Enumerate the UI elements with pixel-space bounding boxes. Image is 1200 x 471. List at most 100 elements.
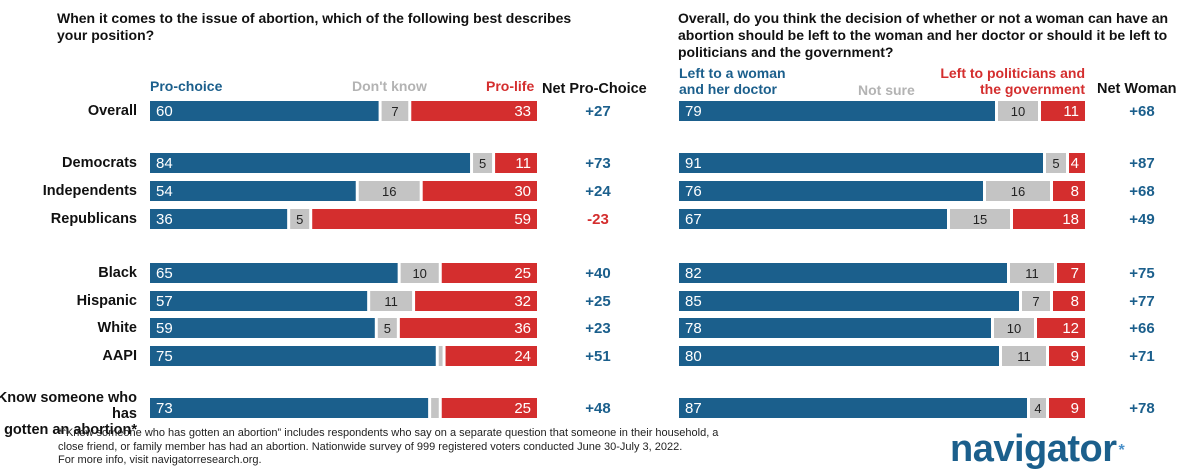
- net-woman-header: Net Woman: [1097, 81, 1177, 97]
- right-question: Overall, do you think the decision of wh…: [678, 10, 1169, 60]
- bar-neutral-p1-r1: [381, 101, 409, 121]
- bar-con-p2-r5: [1057, 263, 1085, 283]
- net-value-p2-r8: +71: [1129, 348, 1154, 365]
- label-pro-p2-r1: 79: [685, 103, 702, 120]
- label-neutral-p2-r7: 10: [1007, 321, 1021, 336]
- net-value-p1-r6: +25: [585, 293, 610, 310]
- bar-con-p1-r3: [422, 181, 537, 201]
- label-pro-p2-r3: 76: [685, 183, 702, 200]
- left-question: When it comes to the issue of abortion, …: [57, 10, 572, 43]
- label-neutral-p1-r5: 10: [412, 266, 426, 281]
- label-neutral-p2-r9: 4: [1034, 401, 1041, 416]
- bar-pro-p2-r1: [679, 101, 995, 121]
- label-pro-p2-r4: 67: [685, 211, 702, 228]
- label-pro-p2-r7: 78: [685, 320, 702, 337]
- bar-neutral-p1-r8: [438, 346, 443, 366]
- net-pro-choice-header: Net Pro-Choice: [542, 81, 647, 97]
- label-pro-p1-r4: 36: [156, 211, 173, 228]
- net-value-p2-r4: +49: [1129, 211, 1154, 228]
- bar-neutral-p2-r2: [1046, 153, 1066, 173]
- label-con-p1-r9: 25: [514, 400, 531, 417]
- net-value-p1-r5: +40: [585, 265, 610, 282]
- navigator-logo: navigator *: [950, 428, 1125, 471]
- row-label-democrats: Democrats: [62, 155, 137, 171]
- bar-pro-p2-r9: [679, 398, 1027, 418]
- net-value-p1-r3: +24: [585, 183, 611, 200]
- label-con-p2-r8: 9: [1071, 348, 1079, 365]
- bar-neutral-p1-r3: [358, 181, 420, 201]
- bar-con-p2-r2: [1069, 153, 1085, 173]
- legend-left-to-woman: Left to a woman and her doctor: [679, 65, 786, 97]
- label-pro-p1-r3: 54: [156, 183, 173, 200]
- bar-con-p2-r3: [1053, 181, 1085, 201]
- net-value-p2-r9: +78: [1129, 400, 1154, 417]
- navigator-logo-mark: *: [1118, 442, 1125, 459]
- bar-neutral-p1-r6: [370, 291, 413, 311]
- label-con-p2-r7: 12: [1062, 320, 1079, 337]
- bar-neutral-p1-r5: [400, 263, 439, 283]
- bar-neutral-p1-r2: [473, 153, 493, 173]
- bar-con-p1-r6: [415, 291, 537, 311]
- net-value-p2-r2: +87: [1129, 155, 1154, 172]
- net-value-p2-r3: +68: [1129, 183, 1154, 200]
- label-con-p1-r7: 36: [514, 320, 531, 337]
- bar-pro-p1-r1: [150, 101, 379, 121]
- bar-neutral-p2-r9: [1030, 398, 1046, 418]
- row-label-know-someone-line1: Know someone who has: [0, 390, 137, 422]
- bar-con-p1-r7: [399, 318, 537, 338]
- bar-neutral-p2-r4: [950, 209, 1010, 229]
- navigator-logo-text: navigator: [950, 428, 1117, 470]
- net-value-p2-r6: +77: [1129, 293, 1154, 310]
- bar-pro-p1-r2: [150, 153, 471, 173]
- legend-left-to-politicians: Left to politicians and the government: [900, 65, 1085, 97]
- label-neutral-p2-r4: 15: [973, 212, 987, 227]
- row-label-know-someone-line2: gotten an abortion*: [4, 422, 137, 438]
- net-value-p1-r9: +48: [585, 400, 610, 417]
- row-label-aapi: AAPI: [102, 348, 137, 364]
- label-con-p1-r3: 30: [514, 183, 531, 200]
- bar-pro-p2-r7: [679, 318, 991, 338]
- label-neutral-p2-r2: 5: [1052, 156, 1059, 171]
- label-pro-p1-r9: 73: [156, 400, 173, 417]
- label-pro-p1-r7: 59: [156, 320, 173, 337]
- label-pro-p2-r9: 87: [685, 400, 702, 417]
- label-pro-p2-r6: 85: [685, 293, 702, 310]
- label-pro-p2-r5: 82: [685, 265, 702, 282]
- bar-con-p1-r4: [312, 209, 537, 229]
- row-label-republicans: Republicans: [50, 211, 137, 227]
- bar-neutral-p2-r5: [1010, 263, 1054, 283]
- label-con-p2-r4: 18: [1062, 211, 1079, 228]
- label-neutral-p1-r6: 11: [384, 294, 398, 309]
- row-label-know-someone: Know someone who has gotten an abortion*: [0, 390, 137, 438]
- bar-con-p1-r9: [441, 398, 537, 418]
- row-label-independents: Independents: [42, 183, 137, 199]
- bar-pro-p2-r4: [679, 209, 947, 229]
- label-pro-p1-r8: 75: [156, 348, 173, 365]
- bar-neutral-p1-r7: [377, 318, 397, 338]
- net-value-p1-r1: +27: [585, 103, 610, 120]
- label-neutral-p2-r5: 11: [1025, 266, 1039, 281]
- bar-con-p2-r1: [1041, 101, 1085, 121]
- label-con-p1-r5: 25: [514, 265, 531, 282]
- legend-left-to-woman-line2: and her doctor: [679, 81, 778, 97]
- bar-con-p2-r4: [1013, 209, 1085, 229]
- bar-pro-p1-r6: [150, 291, 368, 311]
- label-neutral-p1-r2: 5: [479, 156, 486, 171]
- label-con-p1-r2: 11: [515, 155, 531, 172]
- label-con-p2-r6: 8: [1071, 293, 1079, 310]
- bar-neutral-p1-r4: [290, 209, 310, 229]
- row-label-overall: Overall: [87, 103, 137, 119]
- row-label-black: Black: [98, 265, 137, 281]
- footnote-line3: For more info, visit navigatorresearch.o…: [58, 454, 262, 466]
- net-value-p1-r4: -23: [587, 211, 609, 228]
- bar-neutral-p1-r9: [431, 398, 439, 418]
- bar-pro-p1-r8: [150, 346, 436, 366]
- bar-pro-p1-r7: [150, 318, 375, 338]
- legend-not-sure: Not sure: [858, 82, 915, 98]
- net-value-p1-r2: +73: [585, 155, 610, 172]
- bar-pro-p1-r4: [150, 209, 288, 229]
- label-con-p1-r6: 32: [514, 293, 531, 310]
- bar-pro-p2-r3: [679, 181, 983, 201]
- bar-con-p1-r8: [445, 346, 537, 366]
- net-value-p1-r7: +23: [585, 320, 610, 337]
